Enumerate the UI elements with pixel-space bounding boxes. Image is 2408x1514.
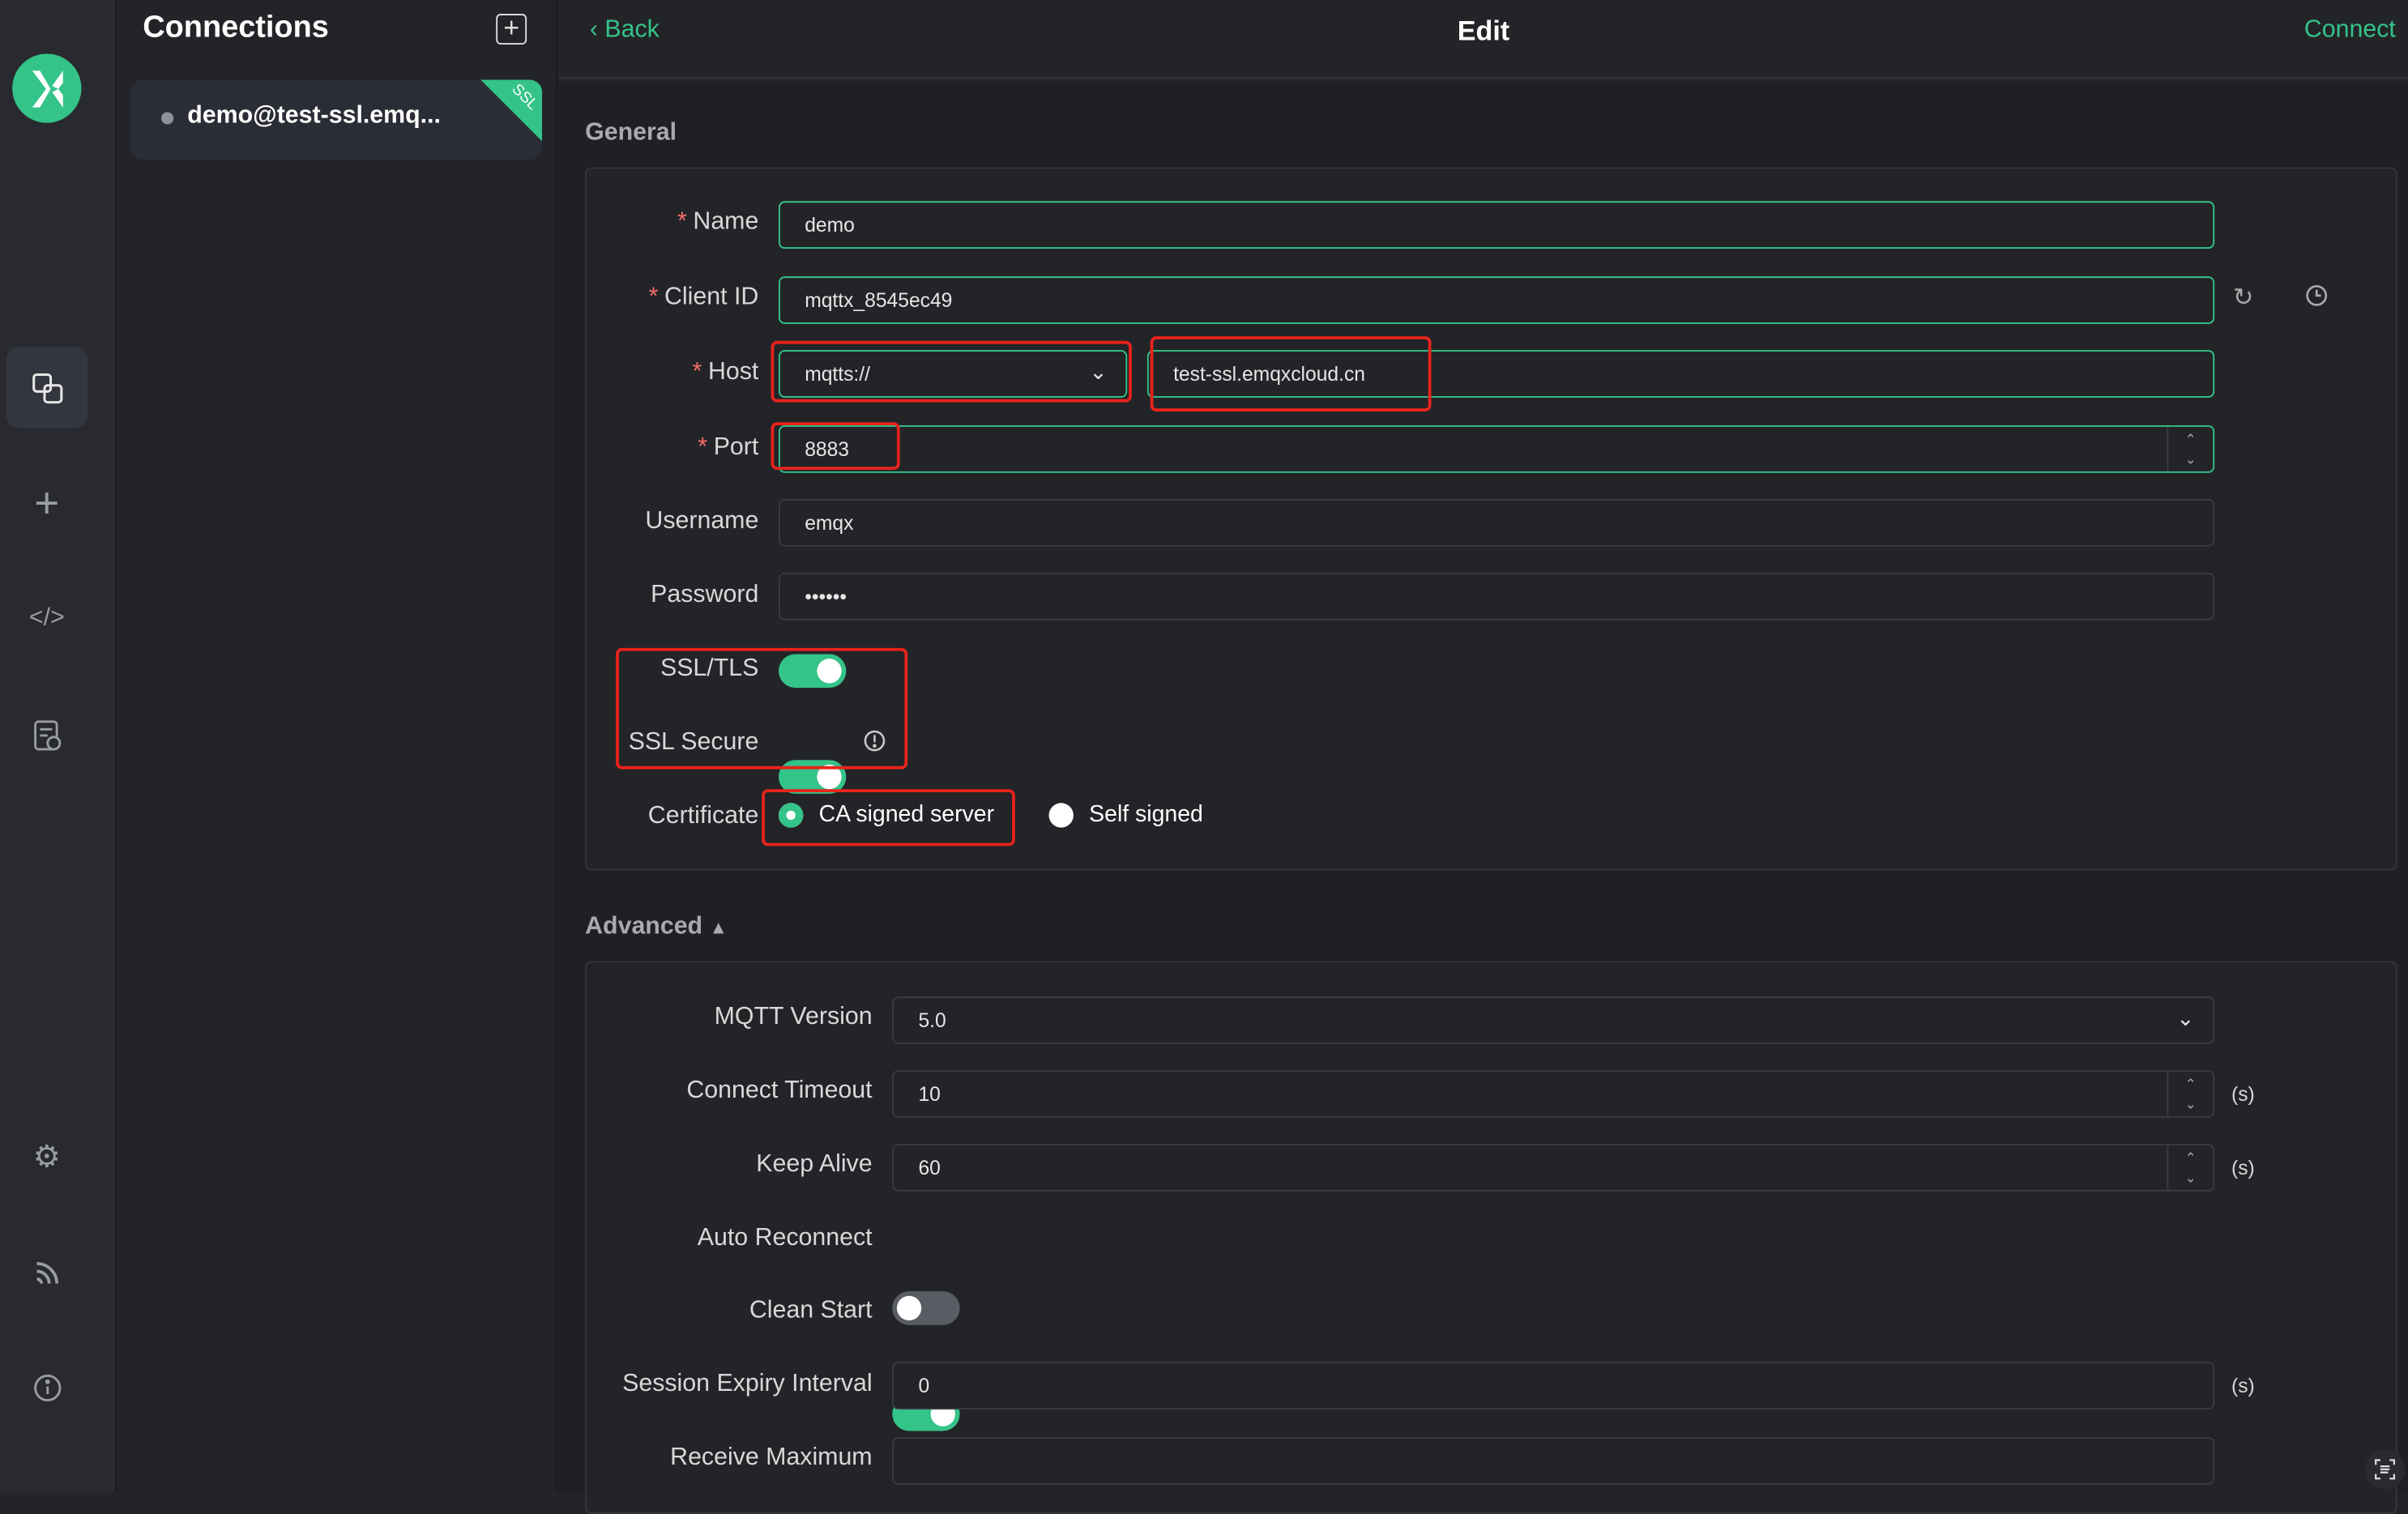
name-label: * Name — [677, 208, 759, 235]
session-expiry-input[interactable]: 0 — [892, 1362, 2215, 1410]
unit-label: (s) — [2231, 1082, 2255, 1106]
highlight-box — [771, 340, 1132, 403]
protocol-value: mqtts:// — [805, 362, 870, 386]
clean-start-label: Clean Start — [749, 1297, 873, 1324]
ssl-secure-label: SSL Secure — [628, 729, 759, 756]
password-input[interactable]: •••••• — [778, 572, 2215, 621]
password-label: Password — [651, 582, 759, 608]
username-input[interactable]: emqx — [778, 499, 2215, 547]
plus-icon[interactable]: + — [34, 478, 60, 527]
mqtt-version-label: MQTT Version — [714, 1004, 873, 1030]
feed-icon[interactable] — [6, 1231, 88, 1312]
connection-item[interactable]: demo@test-ssl.emq... SSL — [130, 79, 543, 160]
highlight-box — [616, 647, 908, 770]
connection-label: demo@test-ssl.emq... — [187, 102, 441, 130]
protocol-select[interactable]: mqtts:// ⌄ — [778, 350, 1128, 398]
ssl-badge — [480, 79, 543, 142]
log-icon[interactable] — [6, 694, 88, 775]
host-label: * Host — [692, 359, 759, 386]
connections-icon[interactable] — [6, 347, 88, 429]
radio-ca-signed[interactable]: CA signed server — [778, 801, 994, 828]
ssl-tls-toggle[interactable] — [778, 654, 847, 689]
scan-text-icon[interactable] — [2364, 1449, 2406, 1490]
port-stepper[interactable]: ⌃ ⌄ — [2167, 426, 2213, 471]
unit-label: (s) — [2231, 1374, 2255, 1397]
mqtt-version-select[interactable]: 5.0 ⌄ — [892, 996, 2215, 1044]
connect-timeout-label: Connect Timeout — [686, 1077, 873, 1104]
host-input[interactable]: test-ssl.emqxcloud.cn — [1146, 350, 2215, 398]
session-expiry-label: Session Expiry Interval — [622, 1371, 873, 1397]
client-id-label: * Client ID — [648, 284, 759, 310]
highlight-box — [762, 789, 1015, 847]
connect-timeout-input[interactable]: 10 ⌃ ⌄ — [892, 1070, 2215, 1118]
mqttx-logo — [12, 53, 82, 123]
back-button[interactable]: ‹ Back — [589, 16, 660, 44]
top-bar: ‹ Back Edit Connect — [558, 0, 2408, 80]
radio-unchecked-icon — [1048, 803, 1074, 828]
ssl-secure-toggle[interactable] — [778, 760, 847, 794]
connections-title: Connections — [143, 11, 329, 45]
port-label: * Port — [698, 434, 759, 461]
chevron-down-icon: ⌄ — [2176, 1005, 2195, 1030]
add-connection-button[interactable]: + — [496, 14, 527, 45]
auto-reconnect-label: Auto Reconnect — [697, 1225, 873, 1252]
connections-panel: Connections + demo@test-ssl.emq... SSL — [117, 0, 558, 1493]
clock-icon[interactable] — [2305, 284, 2328, 315]
receive-maximum-label: Receive Maximum — [670, 1444, 873, 1471]
radio-self-signed[interactable]: Self signed — [1048, 801, 1203, 828]
radio-checked-icon — [778, 803, 804, 828]
page-title: Edit — [1457, 15, 1510, 46]
auto-reconnect-toggle[interactable] — [892, 1291, 960, 1325]
keep-alive-input[interactable]: 60 ⌃ ⌄ — [892, 1144, 2215, 1192]
chevron-down-icon: ⌄ — [1089, 359, 1108, 384]
caret-up-icon: ▲ — [709, 916, 728, 939]
back-label: Back — [604, 16, 660, 44]
refresh-icon[interactable]: ↻ — [2232, 285, 2254, 312]
app-sidebar: + </> ⚙ — [0, 0, 117, 1493]
receive-maximum-input[interactable] — [892, 1437, 2215, 1485]
port-value: 8883 — [805, 437, 850, 461]
name-input[interactable]: demo — [778, 201, 2215, 249]
stepper[interactable]: ⌃ ⌄ — [2167, 1071, 2213, 1116]
certificate-label: Certificate — [647, 803, 759, 830]
status-dot — [161, 112, 174, 125]
advanced-card — [585, 961, 2397, 1514]
gear-icon[interactable]: ⚙ — [32, 1141, 61, 1175]
general-section-title: General — [585, 119, 677, 147]
info-icon[interactable] — [6, 1346, 88, 1427]
port-input[interactable]: 8883 ⌃ ⌄ — [778, 425, 2215, 473]
advanced-section-title[interactable]: Advanced ▲ — [585, 913, 728, 940]
highlight-box — [771, 422, 900, 470]
username-label: Username — [645, 508, 759, 535]
code-icon[interactable]: </> — [28, 603, 65, 631]
client-id-input[interactable]: mqttx_8545ec49 — [778, 276, 2215, 324]
stepper[interactable]: ⌃ ⌄ — [2167, 1145, 2213, 1190]
highlight-box — [1150, 336, 1432, 412]
connect-button[interactable]: Connect — [2303, 16, 2396, 44]
info-icon[interactable] — [863, 729, 886, 760]
keep-alive-label: Keep Alive — [756, 1151, 873, 1178]
ssl-tls-label: SSL/TLS — [660, 655, 759, 682]
unit-label: (s) — [2231, 1156, 2255, 1179]
edit-form: General * Name demo * Client ID mqttx_8545… — [558, 83, 2408, 1514]
